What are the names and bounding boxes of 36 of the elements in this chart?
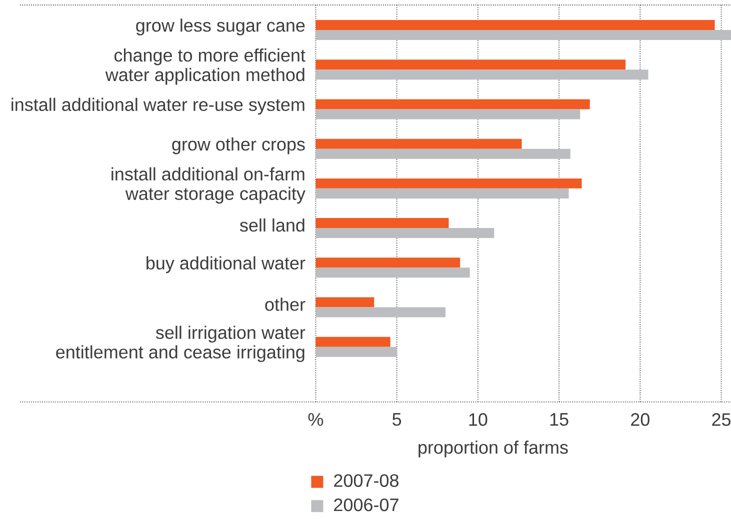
legend-label: 2007-08	[334, 474, 398, 487]
bar	[316, 109, 580, 120]
bar	[316, 148, 570, 159]
y-tick-label: change to more efficient water application method	[105, 48, 306, 85]
y-tick-label: sell irrigation water entitlement and cease irrigating	[56, 326, 306, 362]
bar	[316, 30, 731, 40]
y-tick-label: install additional on-farm water storage capacity	[112, 167, 306, 204]
x-axis-title: proportion of farms	[418, 440, 568, 458]
legend-label: 2006-07	[334, 498, 398, 512]
bar	[316, 228, 494, 238]
bar	[316, 258, 460, 268]
bar	[316, 336, 390, 347]
y-tick-label: other	[265, 298, 306, 311]
x-tick-label: 10	[469, 413, 488, 426]
y-tick-label: install additional water re-use system	[12, 98, 304, 115]
bar	[316, 178, 582, 188]
bar	[316, 99, 590, 110]
y-tick-label: grow other crops	[172, 137, 305, 154]
x-tick-label: 5	[392, 413, 402, 426]
x-tick-label: %	[308, 413, 324, 426]
bar	[316, 60, 626, 70]
y-tick-label: buy additional water	[146, 256, 306, 274]
x-tick-label: 25	[712, 413, 731, 426]
bar	[316, 268, 470, 278]
bar	[316, 297, 374, 308]
x-tick-label: 20	[631, 413, 650, 426]
bar	[316, 138, 522, 149]
bar	[316, 346, 397, 357]
bar	[316, 307, 446, 318]
bar	[316, 188, 569, 198]
y-tick-label: sell land	[240, 218, 304, 232]
bar	[316, 20, 715, 30]
bar	[316, 218, 449, 228]
x-tick-label: 15	[550, 413, 568, 426]
bar	[316, 70, 648, 80]
y-tick-label: grow less sugar cane	[136, 18, 305, 36]
